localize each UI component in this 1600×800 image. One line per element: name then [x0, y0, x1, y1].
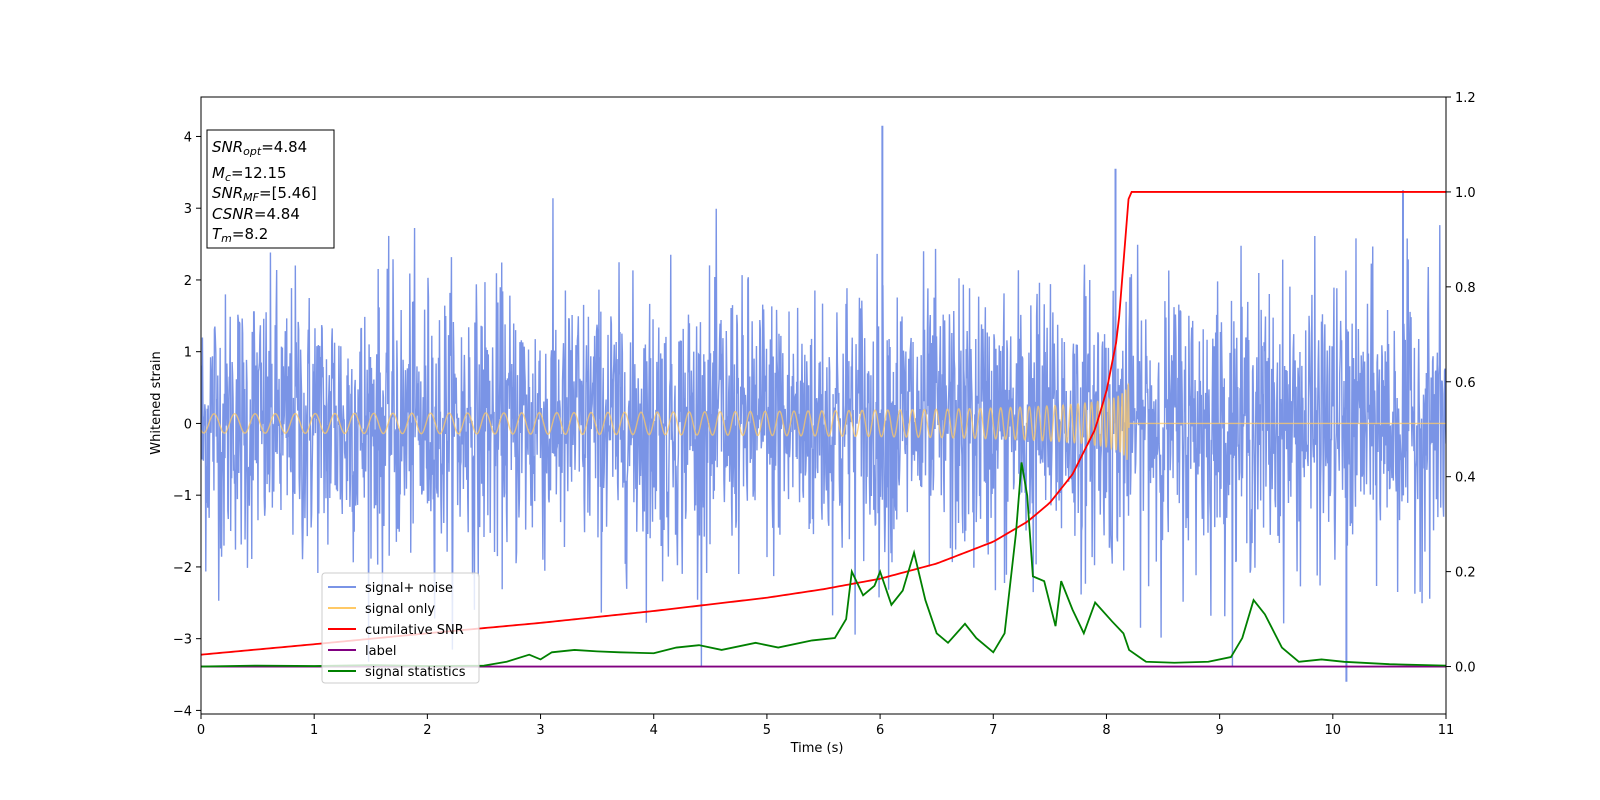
y-tick-label: −4	[173, 704, 192, 719]
info-box	[206, 129, 335, 249]
info-box-line: CSNR=4.84	[212, 205, 300, 223]
y2-tick-label: 0.0	[1455, 661, 1476, 676]
x-tick-label: 4	[650, 723, 658, 738]
y-tick-label: 2	[184, 274, 192, 289]
x-tick-label: 5	[763, 723, 771, 738]
info-box-line: Mc=12.15	[212, 164, 287, 184]
y-axis-label: Whitened strain	[149, 351, 164, 454]
y2-tick-label: 0.4	[1455, 471, 1476, 486]
legend-label: cumilative SNR	[365, 623, 464, 638]
y2-tick-label: 0.2	[1455, 566, 1476, 581]
x-tick-label: 6	[876, 723, 884, 738]
legend-label: signal+ noise	[365, 581, 453, 596]
x-axis-label: Time (s)	[790, 741, 844, 756]
plot-frame	[200, 96, 1447, 715]
y2-tick-label: 0.6	[1455, 376, 1476, 391]
y-tick-label: −2	[173, 561, 192, 576]
signal-statistics-line	[201, 462, 1446, 668]
signal-only-line	[201, 383, 1446, 460]
x-tick-label: 3	[536, 723, 544, 738]
y-tick-label: 4	[184, 130, 192, 145]
legend-label: signal statistics	[365, 665, 466, 680]
x-tick-label: 9	[1215, 723, 1223, 738]
x-tick-label: 2	[423, 723, 431, 738]
y-tick-label: 1	[184, 346, 192, 361]
legend-box	[321, 572, 480, 684]
y2-tick-label: 1.2	[1455, 91, 1476, 106]
x-tick-label: 8	[1102, 723, 1110, 738]
legend-label: label	[365, 644, 396, 659]
x-tick-label: 10	[1325, 723, 1342, 738]
y2-tick-label: 1.0	[1455, 186, 1476, 201]
y2-tick-label: 0.8	[1455, 281, 1476, 296]
y-tick-label: −1	[173, 489, 192, 504]
y-tick-label: −3	[173, 633, 192, 648]
x-tick-label: 7	[989, 723, 997, 738]
info-box-line: SNRopt=4.84	[212, 138, 307, 158]
x-tick-label: 1	[310, 723, 318, 738]
legend-label: signal only	[365, 602, 435, 617]
x-tick-label: 0	[197, 723, 205, 738]
y-tick-label: 0	[184, 417, 192, 432]
x-tick-label: 11	[1438, 723, 1455, 738]
info-box-line: Tm=8.2	[212, 225, 268, 245]
y-tick-label: 3	[184, 202, 192, 217]
info-box-line: SNRMF=[5.46]	[212, 184, 317, 204]
signal-noise-line	[201, 198, 1446, 668]
